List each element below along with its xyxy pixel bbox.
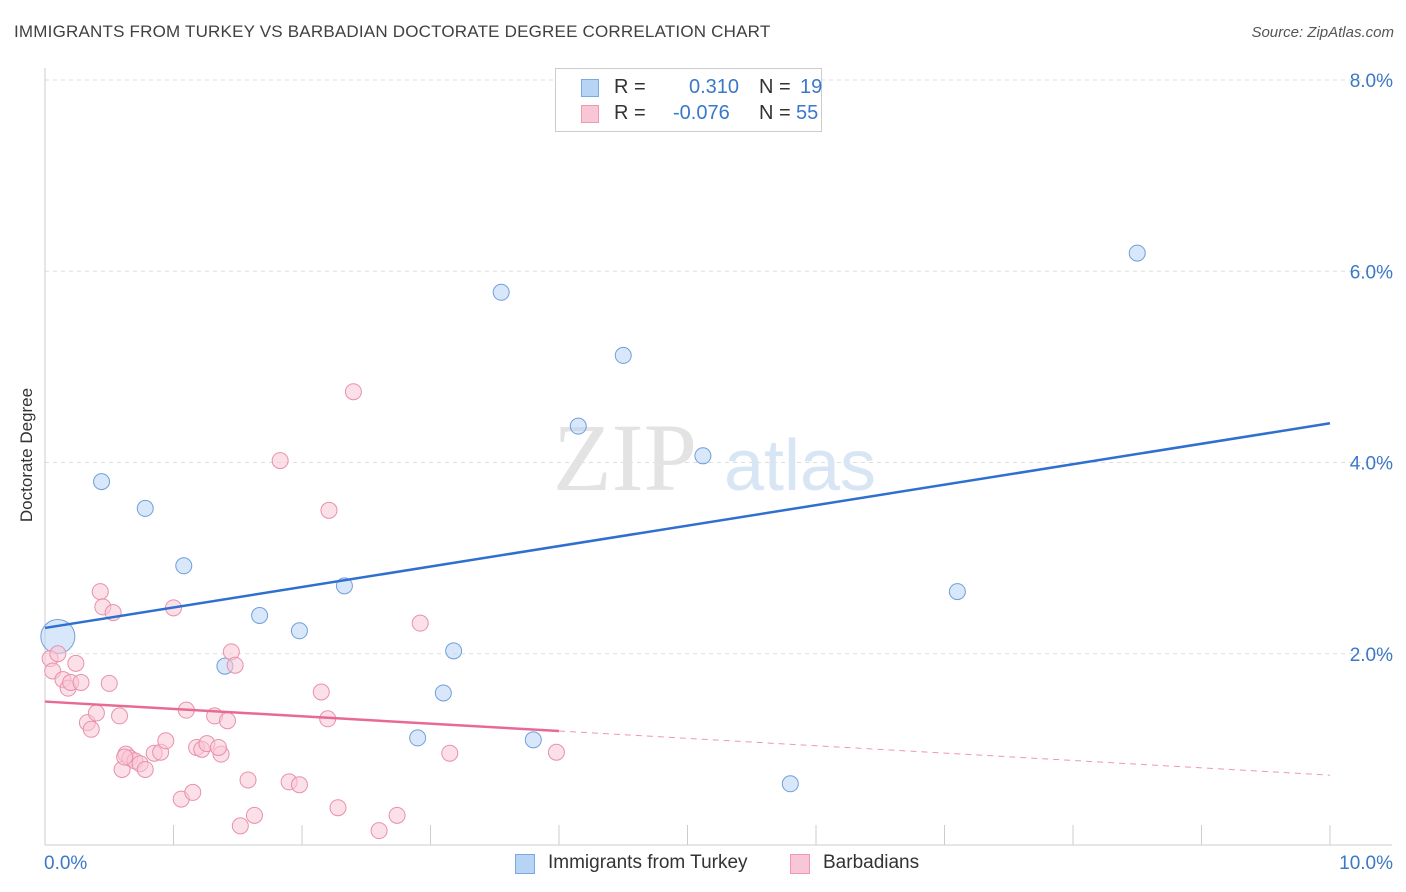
point-turkey bbox=[251, 607, 269, 624]
point-turkey bbox=[694, 447, 712, 465]
point-barbadian bbox=[329, 799, 347, 817]
point-barbadian bbox=[290, 776, 308, 794]
point-barbadian bbox=[67, 654, 85, 672]
watermark: ZIP atlas bbox=[553, 404, 876, 511]
point-barbadian bbox=[547, 743, 565, 761]
point-barbadian bbox=[91, 583, 109, 601]
point-barbadian bbox=[184, 783, 202, 801]
legend-r-value: 0.310 bbox=[689, 76, 740, 98]
point-turkey bbox=[948, 583, 966, 601]
point-barbadian bbox=[370, 822, 388, 840]
axes bbox=[44, 68, 1392, 846]
legend-r-label: R = bbox=[614, 102, 646, 124]
point-barbadian bbox=[72, 673, 90, 691]
point-barbadian bbox=[344, 383, 362, 401]
point-barbadian bbox=[87, 704, 105, 722]
chart-title: IMMIGRANTS FROM TURKEY VS BARBADIAN DOCT… bbox=[14, 22, 771, 41]
point-barbadian bbox=[312, 683, 330, 701]
legend-n-value: 55 bbox=[796, 102, 819, 124]
legend-r-value: -0.076 bbox=[673, 102, 730, 124]
point-turkey bbox=[290, 622, 308, 640]
correlation-legend: R = 0.310 N = 19 R = -0.076 N = 55 bbox=[555, 68, 822, 132]
trend-line-barbadian-dashed bbox=[558, 730, 1331, 776]
point-turkey bbox=[409, 729, 427, 747]
legend-swatch-barbadians bbox=[581, 105, 599, 123]
trend-line-turkey bbox=[44, 422, 1331, 630]
point-barbadian bbox=[116, 748, 134, 766]
point-barbadian bbox=[411, 614, 429, 632]
point-turkey bbox=[569, 417, 587, 435]
point-barbadian bbox=[209, 738, 227, 756]
legend-n-value: 19 bbox=[800, 76, 823, 98]
point-turkey bbox=[614, 346, 632, 364]
bottom-legend-label-barbadians: Barbadians bbox=[823, 852, 920, 873]
trend-lines bbox=[44, 422, 1331, 776]
point-turkey bbox=[434, 684, 452, 702]
point-barbadian bbox=[388, 806, 406, 824]
point-barbadian bbox=[245, 806, 263, 824]
point-turkey bbox=[93, 473, 111, 491]
point-turkey bbox=[1128, 244, 1146, 262]
legend-n-label: N = bbox=[759, 76, 791, 98]
point-barbadian bbox=[441, 744, 459, 762]
y-tick-label: 6.0% bbox=[1350, 262, 1393, 283]
legend-swatch-turkey bbox=[581, 79, 599, 97]
data-points bbox=[40, 244, 1146, 840]
bottom-legend-label-turkey: Immigrants from Turkey bbox=[548, 852, 748, 873]
y-tick-label: 4.0% bbox=[1350, 454, 1393, 475]
point-barbadian bbox=[136, 760, 154, 778]
point-barbadian bbox=[49, 645, 67, 663]
point-turkey bbox=[524, 731, 542, 749]
trend-line-barbadian bbox=[44, 700, 560, 733]
legend-n-label: N = bbox=[759, 102, 791, 124]
point-barbadian bbox=[231, 817, 249, 835]
y-tick-label: 2.0% bbox=[1350, 645, 1393, 666]
point-barbadian bbox=[320, 501, 338, 519]
watermark-atlas: atlas bbox=[724, 426, 876, 506]
point-barbadian bbox=[218, 712, 236, 730]
x-tick-label: 0.0% bbox=[44, 853, 87, 874]
point-barbadian bbox=[82, 720, 100, 738]
point-barbadian bbox=[239, 771, 257, 789]
point-barbadian bbox=[111, 707, 129, 725]
bottom-legend-swatch-barbadians bbox=[790, 854, 810, 874]
point-turkey bbox=[445, 642, 463, 660]
y-tick-label: 8.0% bbox=[1350, 71, 1393, 92]
point-barbadian bbox=[100, 674, 118, 692]
grid-lines bbox=[45, 79, 1392, 655]
x-tick-label: 10.0% bbox=[1339, 853, 1393, 874]
point-barbadian bbox=[226, 656, 244, 674]
source-credit: Source: ZipAtlas.com bbox=[1251, 24, 1394, 41]
point-barbadian bbox=[271, 452, 289, 470]
point-turkey bbox=[175, 557, 193, 575]
point-turkey bbox=[492, 283, 510, 301]
point-turkey bbox=[781, 775, 799, 793]
legend-r-label: R = bbox=[614, 76, 646, 98]
bottom-legend-swatch-turkey bbox=[515, 854, 535, 874]
tick-labels: 2.0% 4.0% 6.0% 8.0% 0.0% 10.0% bbox=[44, 71, 1393, 874]
point-turkey bbox=[136, 499, 154, 517]
point-barbadian bbox=[157, 732, 175, 750]
